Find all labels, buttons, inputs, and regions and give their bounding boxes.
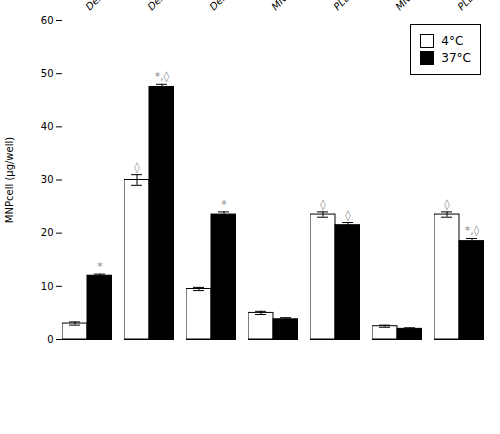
svg-text:*,◊: *,◊: [155, 70, 170, 83]
html-text:4°C: 4°C: [441, 34, 464, 48]
svg-text:MNPcell (μg/well): MNPcell (μg/well): [4, 137, 15, 223]
svg-text:30: 30: [41, 174, 54, 185]
svg-text:50: 50: [41, 68, 54, 79]
svg-text:60: 60: [41, 15, 54, 26]
svg-text:*: *: [97, 260, 103, 273]
svg-text:20: 20: [41, 227, 54, 238]
svg-text:0: 0: [47, 334, 53, 345]
svg-text:*,◊: *,◊: [465, 224, 480, 237]
svg-text:Dex-MNPs + PLL: Dex-MNPs + PLL: [145, 0, 211, 12]
svg-text:◊: ◊: [134, 161, 140, 174]
svg-text:40: 40: [41, 121, 54, 132]
svg-text:MNPs⁺: MNPs⁺: [393, 0, 424, 12]
svg-text:*: *: [221, 198, 227, 211]
svg-text:10: 10: [41, 281, 54, 292]
svg-text:PLL-MNPs⁻: PLL-MNPs⁻: [331, 0, 376, 12]
svg-text:◊: ◊: [345, 209, 351, 222]
svg-text:Dex-MNPs: Dex-MNPs: [83, 0, 127, 12]
svg-text:◊: ◊: [444, 198, 450, 211]
svg-text:MNPs⁻: MNPs⁻: [269, 0, 300, 12]
svg-text:PLL-MNPs⁺: PLL-MNPs⁺: [455, 0, 500, 12]
html-text:37°C: 37°C: [441, 51, 471, 65]
svg-text:◊: ◊: [320, 198, 326, 211]
